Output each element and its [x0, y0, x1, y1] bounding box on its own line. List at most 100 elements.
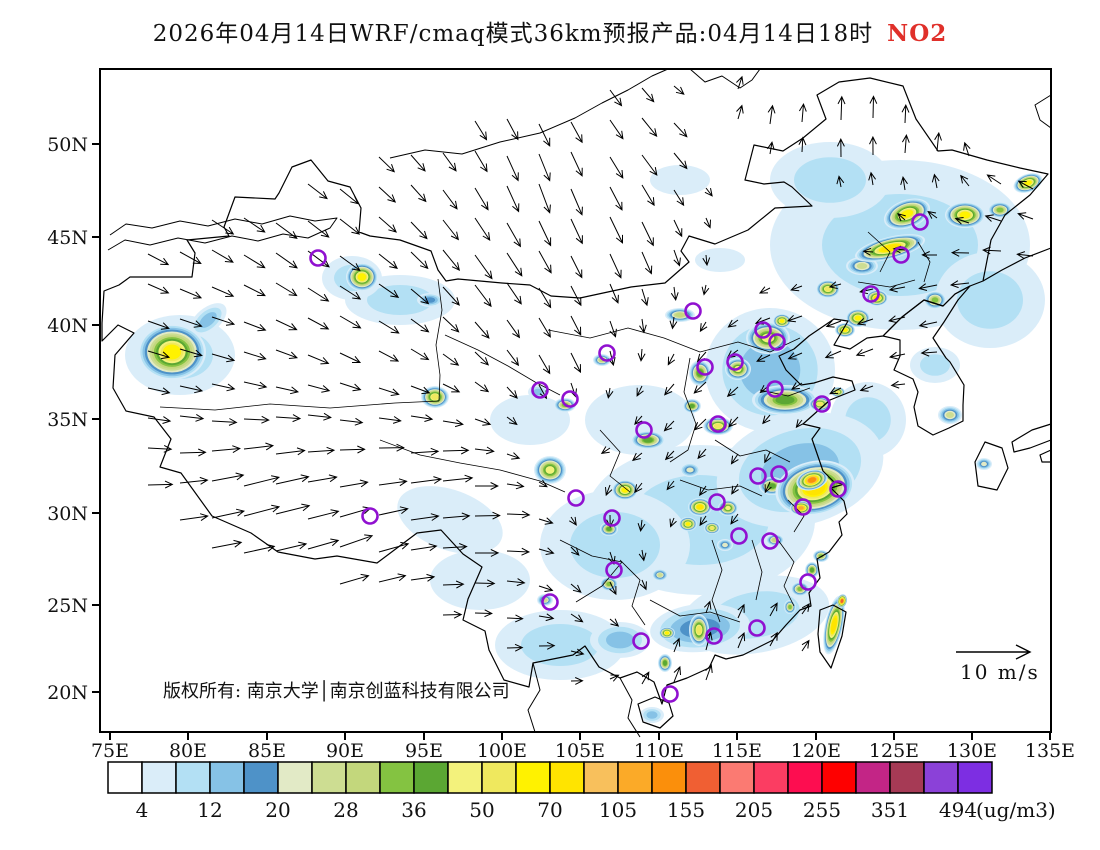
pollution-contour: [920, 354, 950, 376]
pollution-contour: [779, 319, 785, 323]
city-marker: [754, 321, 772, 339]
colorbar-tick-label: 351: [871, 798, 909, 822]
province-border: [857, 279, 916, 288]
lon-tick-label: 125E: [869, 740, 919, 762]
pollution-contour: [798, 506, 804, 510]
colorbar-tick-label: 36: [401, 798, 426, 822]
pollution-contour: [696, 504, 704, 510]
pollution-contour: [521, 624, 599, 666]
pollution-contour: [199, 312, 217, 328]
pollution-contour: [725, 505, 731, 511]
city-marker: [768, 333, 786, 351]
pollution-contour: [431, 394, 439, 400]
city-marker: [309, 249, 327, 267]
city-marker: [799, 573, 817, 591]
city-marker: [892, 246, 910, 264]
pollution-contour: [713, 423, 723, 429]
lon-tick-label: 100E: [477, 740, 527, 762]
province-border: [547, 327, 801, 353]
colorbar-tick-label: 70: [537, 798, 562, 822]
title-species-label: NO2: [887, 20, 948, 47]
vietnam-coast: [619, 677, 641, 738]
colorbar-cell: [209, 761, 245, 794]
colorbar-cell: [957, 761, 993, 794]
korea-coast: [882, 285, 971, 436]
colorbar-cell: [311, 761, 347, 794]
pollution-contour: [817, 402, 823, 406]
hainan-coast: [637, 696, 674, 729]
city-marker: [705, 627, 723, 645]
colorbar-cell: [413, 761, 449, 794]
city-marker: [911, 213, 929, 231]
colorbar-cell: [889, 761, 925, 794]
pollution-contour: [685, 522, 691, 526]
lon-tick-label: 120E: [791, 740, 841, 762]
russia-coast: [982, 247, 1052, 282]
colorbar-cell: [175, 761, 211, 794]
province-border: [435, 278, 443, 402]
province-border: [787, 499, 805, 533]
pollution-contour: [675, 312, 685, 318]
colorbar-cell: [379, 761, 415, 794]
colorbar-cell: [855, 761, 891, 794]
pollution-contour: [824, 286, 832, 292]
colorbar-cell: [923, 761, 959, 794]
colorbar-tick-label: 28: [333, 798, 358, 822]
city-marker: [684, 302, 702, 320]
lon-tick-label: 95E: [405, 740, 443, 762]
pollution-contour: [657, 573, 663, 577]
pollution-contour: [606, 527, 612, 531]
coastline-borders-layer: [101, 68, 1052, 738]
colorbar-tick-label: 105: [599, 798, 637, 822]
province-border: [444, 334, 561, 396]
province-border: [619, 559, 646, 626]
city-marker: [770, 465, 788, 483]
amur-line: [689, 68, 761, 89]
pollution-contour: [570, 512, 660, 578]
pollution-contour: [775, 395, 795, 405]
city-marker: [605, 561, 623, 579]
pollution-contour: [739, 341, 801, 399]
city-markers-layer: [309, 213, 929, 703]
pollution-contour: [996, 207, 1004, 213]
pollution-contour: [957, 271, 1023, 329]
province-border: [751, 539, 763, 601]
colorbar-layer: 4 12 20 28 36 50 70 105 155 205 255 351 494: [107, 761, 993, 822]
pollution-contour: [931, 297, 939, 303]
city-marker: [603, 509, 621, 527]
colorbar-cell: [753, 761, 789, 794]
colorbar-cell: [345, 761, 381, 794]
city-marker: [531, 381, 549, 399]
pollution-contour: [689, 404, 695, 408]
map-frame-layer: 50N 45N 40N 35N 30N 25N 20N 75E 80E 85E 90E 95E 100E…: [47, 68, 1075, 762]
colorbar-tick-label: 20: [265, 798, 290, 822]
pollution-contours-layer: [125, 142, 1045, 723]
lon-tick-label: 75E: [91, 740, 129, 762]
city-marker: [749, 467, 767, 485]
title-text: 2026年04月14日WRF/cmaq模式36km预报产品:04月14日18时: [152, 21, 874, 47]
pollution-contour: [831, 617, 837, 633]
colorbar-cell: [821, 761, 857, 794]
lat-tick-label: 50N: [47, 134, 88, 156]
colorbar-cell: [515, 761, 551, 794]
pollution-contour: [709, 526, 715, 530]
province-border: [599, 429, 631, 493]
colorbar-tick-label: 50: [469, 798, 494, 822]
pollution-contour: [959, 211, 971, 219]
pollution-contour: [840, 599, 844, 603]
wind-vector-arrows: [147, 75, 1034, 685]
lat-tick-label: 25N: [47, 595, 88, 617]
city-marker: [567, 489, 585, 507]
sakhalin-line: [1034, 94, 1052, 129]
province-border: [679, 479, 763, 497]
colorbar-tick-label: 4: [136, 798, 149, 822]
province-border: [917, 241, 931, 283]
pollution-contour: [650, 165, 710, 195]
colorbar-tick-label: 205: [735, 798, 773, 822]
colorbar-cell: [685, 761, 721, 794]
china-border: [101, 77, 1049, 705]
pollution-contour: [646, 711, 658, 719]
colorbar-cell: [277, 761, 313, 794]
